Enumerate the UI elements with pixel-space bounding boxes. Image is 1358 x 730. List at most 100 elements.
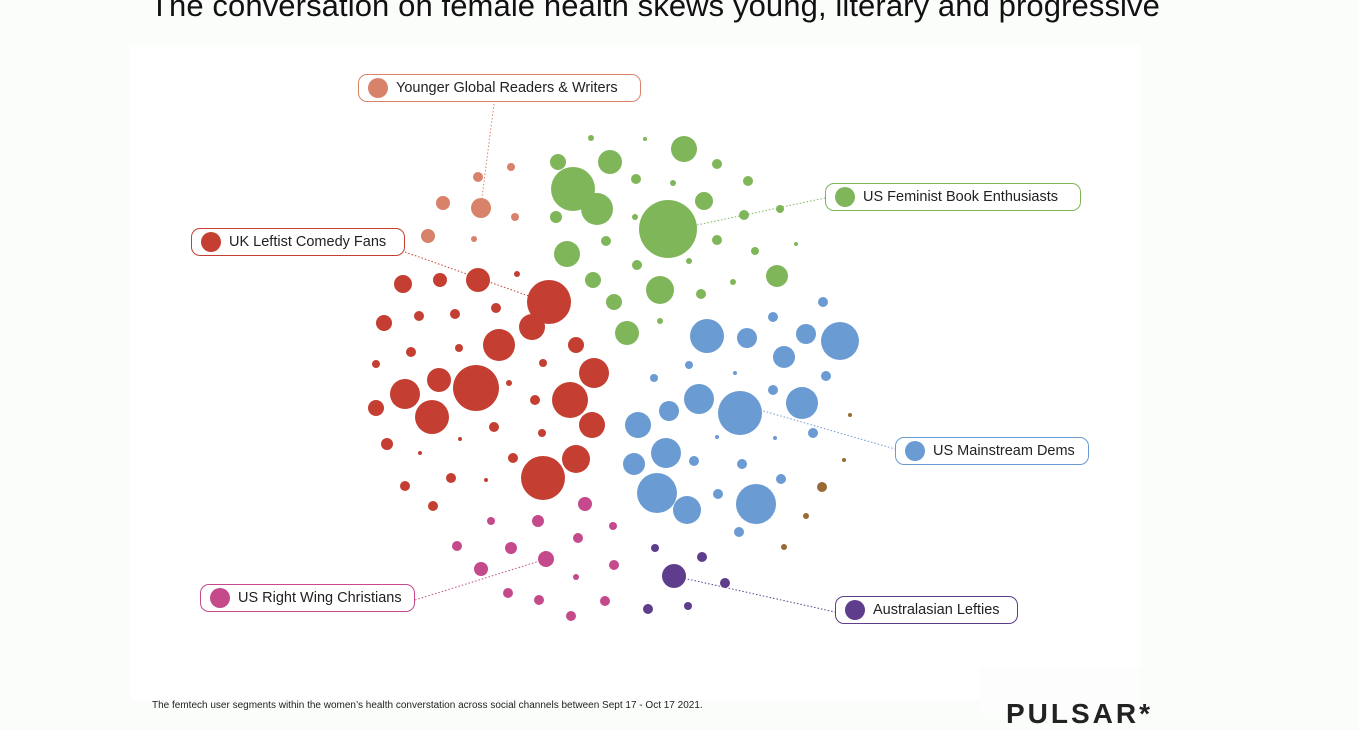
bubble-uk (415, 400, 449, 434)
bubble-dems (713, 489, 723, 499)
page-title: The conversation on female health skews … (150, 0, 1160, 23)
bubble-aus (643, 604, 653, 614)
bubble-feminist (639, 200, 697, 258)
bubble-christians (487, 517, 495, 525)
bubble-christians (452, 541, 462, 551)
bubble-dems (659, 401, 679, 421)
bubble-uk (368, 400, 384, 416)
leader-line-younger (480, 103, 495, 206)
bubble-christians (474, 562, 488, 576)
bubble-uk (508, 453, 518, 463)
segment-label-text: US Right Wing Christians (238, 590, 402, 606)
segment-dot (905, 441, 925, 461)
bubble-dems (650, 374, 658, 382)
bubble-dems (685, 361, 693, 369)
bubble-uk (453, 365, 499, 411)
bubble-uk (466, 268, 490, 292)
bubble-dems (625, 412, 651, 438)
bubble-dems (684, 384, 714, 414)
bubble-christians (609, 560, 619, 570)
bubble-feminist (657, 318, 663, 324)
bubble-other (842, 458, 846, 462)
bubble-dems (786, 387, 818, 419)
bubble-uk (446, 473, 456, 483)
bubble-uk (406, 347, 416, 357)
bubble-younger (421, 229, 435, 243)
bubble-dems (737, 459, 747, 469)
bubble-feminist (686, 258, 692, 264)
segment-label-text: Australasian Lefties (873, 602, 1000, 618)
bubble-feminist (712, 235, 722, 245)
bubble-christians (505, 542, 517, 554)
bubble-uk (530, 395, 540, 405)
bubble-uk (418, 451, 422, 455)
bubble-christians (532, 515, 544, 527)
bubble-uk (579, 412, 605, 438)
bubble-uk (489, 422, 499, 432)
bubble-uk (400, 481, 410, 491)
leader-line-uk (404, 251, 541, 301)
bubble-dems (796, 324, 816, 344)
bubble-younger (511, 213, 519, 221)
bubble-feminist (670, 180, 676, 186)
footnote: The femtech user segments within the wom… (152, 700, 703, 711)
segment-label-younger: Younger Global Readers & Writers (358, 74, 641, 102)
bubble-uk (455, 344, 463, 352)
bubble-feminist (585, 272, 601, 288)
segment-dot (835, 187, 855, 207)
bubble-aus (662, 564, 686, 588)
bubble-uk (428, 501, 438, 511)
bubble-uk (568, 337, 584, 353)
bubble-other (781, 544, 787, 550)
bubble-christians (566, 611, 576, 621)
bubble-christians (609, 522, 617, 530)
bubble-uk (521, 456, 565, 500)
bubble-dems (821, 322, 859, 360)
bubble-younger (507, 163, 515, 171)
bubble-dems (637, 473, 677, 513)
leader-line-dems (759, 409, 896, 450)
bubble-christians (600, 596, 610, 606)
bubble-feminist (554, 241, 580, 267)
bubble-dems (773, 346, 795, 368)
bubble-christians (503, 588, 513, 598)
segment-label-text: Younger Global Readers & Writers (396, 80, 618, 96)
bubble-aus (697, 552, 707, 562)
leader-line-feminist (696, 197, 826, 226)
bubble-dems (623, 453, 645, 475)
bubble-uk (506, 380, 512, 386)
logo-text: PULSAR* (1006, 698, 1154, 729)
segment-dot (368, 78, 388, 98)
bubble-uk (427, 368, 451, 392)
bubble-dems (808, 428, 818, 438)
bubble-dems (776, 474, 786, 484)
bubble-dems (718, 391, 762, 435)
pulsar-logo: PULSAR* (980, 668, 1150, 729)
bubble-feminist (766, 265, 788, 287)
bubble-christians (534, 595, 544, 605)
bubble-younger (471, 198, 491, 218)
bubble-uk (450, 309, 460, 319)
bubble-dems (773, 436, 777, 440)
bubble-dems (690, 319, 724, 353)
bubble-feminist (606, 294, 622, 310)
bubble-dems (651, 438, 681, 468)
bubble-feminist (601, 236, 611, 246)
bubble-christians (538, 551, 554, 567)
bubble-feminist (581, 193, 613, 225)
bubble-feminist (730, 279, 736, 285)
bubble-uk (414, 311, 424, 321)
bubble-uk (390, 379, 420, 409)
bubble-younger (473, 172, 483, 182)
bubble-aus (684, 602, 692, 610)
segment-label-dems: US Mainstream Dems (895, 437, 1089, 465)
bubble-dems (818, 297, 828, 307)
bubble-uk (562, 445, 590, 473)
segment-label-uk: UK Leftist Comedy Fans (191, 228, 405, 256)
bubble-other (848, 413, 852, 417)
bubble-uk (484, 478, 488, 482)
bubble-dems (821, 371, 831, 381)
bubble-uk (381, 438, 393, 450)
bubble-feminist (696, 289, 706, 299)
bubble-feminist (643, 137, 647, 141)
